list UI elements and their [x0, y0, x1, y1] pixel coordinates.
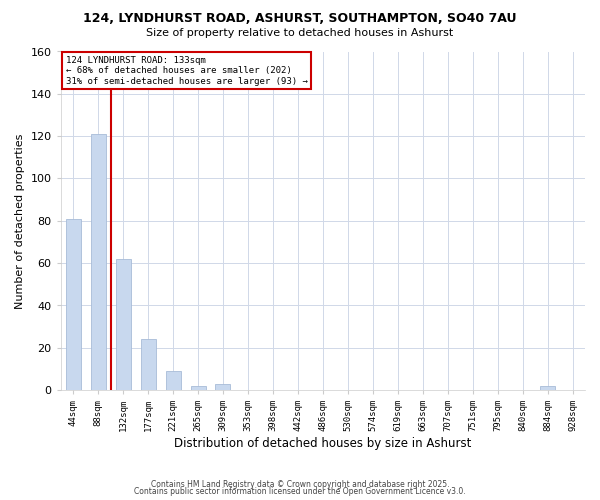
Bar	[91, 134, 106, 390]
Bar	[116, 259, 131, 390]
Text: Contains HM Land Registry data © Crown copyright and database right 2025.: Contains HM Land Registry data © Crown c…	[151, 480, 449, 489]
Text: 124, LYNDHURST ROAD, ASHURST, SOUTHAMPTON, SO40 7AU: 124, LYNDHURST ROAD, ASHURST, SOUTHAMPTO…	[83, 12, 517, 26]
Y-axis label: Number of detached properties: Number of detached properties	[15, 133, 25, 308]
Text: Contains public sector information licensed under the Open Government Licence v3: Contains public sector information licen…	[134, 488, 466, 496]
Bar	[140, 340, 155, 390]
Bar	[215, 384, 230, 390]
Text: 124 LYNDHURST ROAD: 133sqm
← 68% of detached houses are smaller (202)
31% of sem: 124 LYNDHURST ROAD: 133sqm ← 68% of deta…	[66, 56, 308, 86]
Bar	[540, 386, 555, 390]
Bar	[66, 218, 80, 390]
Text: Size of property relative to detached houses in Ashurst: Size of property relative to detached ho…	[146, 28, 454, 38]
X-axis label: Distribution of detached houses by size in Ashurst: Distribution of detached houses by size …	[174, 437, 472, 450]
Bar	[166, 371, 181, 390]
Bar	[191, 386, 206, 390]
